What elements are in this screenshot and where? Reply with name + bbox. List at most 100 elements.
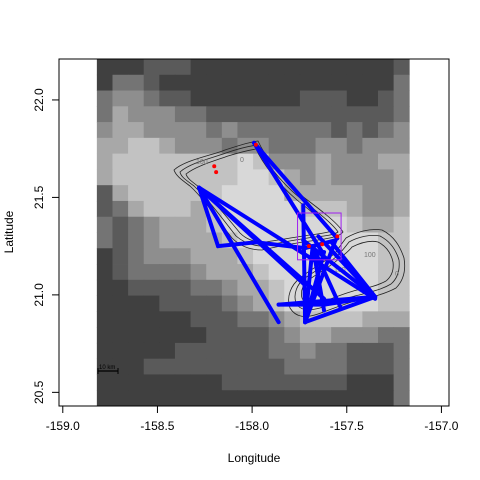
x-tick-label: -158.5 (140, 419, 174, 433)
raster-cell (174, 390, 191, 407)
raster-cell (362, 232, 379, 249)
raster-cell (143, 279, 160, 296)
raster-cell (221, 185, 238, 202)
raster-cell (331, 59, 348, 76)
raster-cell (206, 74, 223, 91)
raster-cell (174, 248, 191, 265)
raster-cell (362, 153, 379, 170)
raster-cell (143, 311, 160, 328)
raster-cell (206, 374, 223, 391)
raster-cell (253, 374, 270, 391)
location-point (212, 164, 217, 169)
raster-cell (190, 122, 207, 139)
raster-cell (284, 90, 301, 107)
raster-cell (143, 390, 160, 407)
raster-cell (378, 358, 395, 375)
raster-cell (284, 374, 301, 391)
raster-cell (112, 374, 129, 391)
raster-cell (253, 311, 270, 328)
raster-cell (174, 137, 191, 155)
raster-cell (299, 169, 316, 186)
raster-cell (299, 90, 316, 107)
raster-cell (378, 106, 395, 123)
raster-cell (362, 327, 379, 344)
raster-cell (331, 106, 348, 123)
track-segment (252, 140, 340, 241)
raster-cell (174, 106, 191, 123)
raster-cell (393, 327, 410, 344)
raster-cell (96, 295, 113, 312)
raster-cell (253, 59, 270, 76)
raster-cell (96, 279, 113, 296)
raster-cell (206, 295, 223, 312)
raster-cell (393, 311, 410, 328)
raster-cell (128, 185, 145, 202)
raster-cell (174, 342, 191, 360)
raster-cell (315, 327, 332, 344)
raster-cell (253, 74, 270, 91)
raster-cell (393, 358, 410, 375)
raster-cell (206, 311, 223, 328)
raster-cell (284, 311, 301, 328)
raster-cell (393, 342, 410, 360)
y-tick-label: 21.0 (32, 283, 46, 307)
raster-cell (190, 137, 207, 155)
track-segment (197, 185, 378, 301)
raster-cell (331, 90, 348, 107)
raster-cell (112, 74, 129, 91)
raster-cell (221, 122, 238, 139)
raster-cell (268, 59, 285, 76)
raster-cell (237, 185, 254, 202)
raster-cell (237, 74, 254, 91)
raster-cell (378, 264, 395, 281)
raster-cell (159, 374, 176, 391)
raster-cell (378, 122, 395, 139)
raster-cell (268, 137, 285, 155)
raster-cell (362, 374, 379, 391)
raster-cell (378, 90, 395, 107)
raster-cell (96, 185, 113, 202)
raster-cell (159, 295, 176, 312)
raster-cell (143, 90, 160, 107)
raster-cell (315, 122, 332, 139)
raster-cell (237, 169, 254, 186)
raster-cell (362, 59, 379, 76)
raster-cell (237, 122, 254, 139)
location-point (214, 170, 219, 175)
raster-cell (299, 122, 316, 139)
y-tick-label: 22.0 (32, 88, 46, 112)
raster-cell (128, 153, 145, 170)
raster-cell (362, 74, 379, 91)
raster-cell (190, 390, 207, 407)
raster-cell (393, 232, 410, 249)
raster-cell (96, 311, 113, 328)
raster-cell (143, 358, 160, 375)
raster-cell (221, 248, 238, 265)
raster-cell (96, 264, 113, 281)
raster-cell (268, 106, 285, 123)
raster-cell (393, 106, 410, 123)
raster-cell (284, 122, 301, 139)
raster-cell (174, 216, 191, 233)
raster-cell (159, 248, 176, 265)
raster-cell (190, 264, 207, 281)
raster-cell (331, 169, 348, 186)
raster-cell (237, 327, 254, 344)
raster-cell (128, 74, 145, 91)
raster-cell (299, 374, 316, 391)
raster-cell (112, 216, 129, 233)
raster-cell (190, 169, 207, 186)
raster-cell (143, 74, 160, 91)
raster-cell (206, 390, 223, 407)
raster-cell (206, 122, 223, 139)
raster-cell (315, 358, 332, 375)
raster-cell (221, 153, 238, 170)
raster-cell (315, 90, 332, 107)
raster-cell (221, 59, 238, 76)
raster-cell (393, 90, 410, 107)
raster-cell (190, 374, 207, 391)
raster-cell (393, 279, 410, 296)
raster-cell (190, 59, 207, 76)
raster-cell (96, 342, 113, 360)
raster-cell (284, 342, 301, 360)
